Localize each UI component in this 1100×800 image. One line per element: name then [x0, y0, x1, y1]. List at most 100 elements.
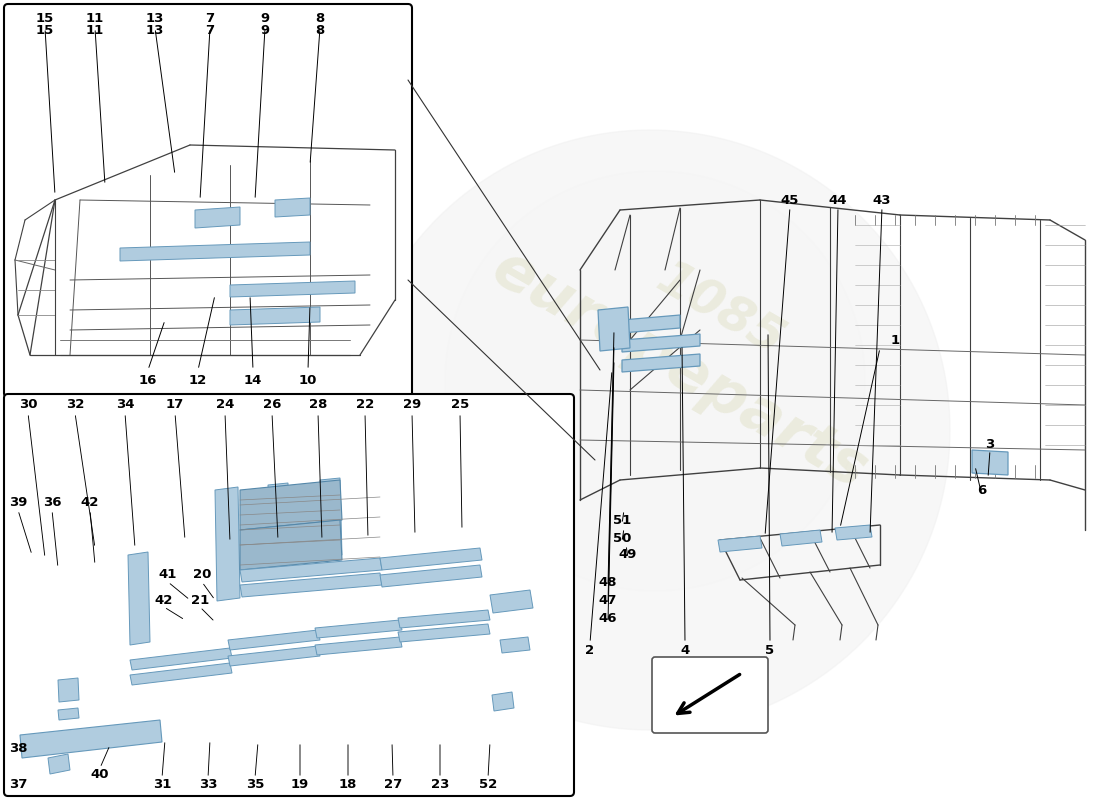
- Text: 15: 15: [36, 11, 54, 25]
- Text: 6: 6: [978, 483, 987, 497]
- Text: 52: 52: [478, 778, 497, 791]
- Text: 4: 4: [681, 643, 690, 657]
- Text: 16: 16: [139, 374, 157, 386]
- Polygon shape: [500, 637, 530, 653]
- Text: 9: 9: [261, 11, 270, 25]
- Polygon shape: [315, 620, 402, 638]
- Text: 41: 41: [158, 569, 177, 582]
- Text: 8: 8: [316, 23, 324, 37]
- Polygon shape: [20, 720, 162, 758]
- Text: 25: 25: [451, 398, 469, 411]
- Text: 47: 47: [598, 594, 617, 606]
- Text: 36: 36: [43, 497, 62, 510]
- FancyBboxPatch shape: [4, 4, 412, 397]
- Text: 7: 7: [206, 23, 214, 37]
- FancyBboxPatch shape: [4, 394, 574, 796]
- Text: 33: 33: [199, 778, 218, 791]
- Polygon shape: [492, 692, 514, 711]
- Text: 15: 15: [36, 23, 54, 37]
- Polygon shape: [379, 565, 482, 587]
- Text: 48: 48: [598, 575, 617, 589]
- Text: 18: 18: [339, 778, 358, 791]
- Text: 13: 13: [146, 23, 164, 37]
- Polygon shape: [58, 678, 79, 702]
- Text: 3: 3: [986, 438, 994, 451]
- Text: 49: 49: [619, 549, 637, 562]
- Text: 46: 46: [598, 611, 617, 625]
- Text: 14: 14: [244, 374, 262, 386]
- Text: 23: 23: [431, 778, 449, 791]
- Text: 50: 50: [613, 531, 631, 545]
- Polygon shape: [120, 242, 310, 261]
- Text: 45: 45: [781, 194, 800, 206]
- Polygon shape: [446, 171, 865, 591]
- Text: 11: 11: [86, 11, 104, 25]
- Polygon shape: [195, 207, 240, 228]
- Text: 13: 13: [146, 11, 164, 25]
- Text: 26: 26: [263, 398, 282, 411]
- Text: 22: 22: [356, 398, 374, 411]
- Text: 9: 9: [261, 23, 270, 37]
- Polygon shape: [835, 525, 872, 540]
- Text: 40: 40: [90, 769, 109, 782]
- Polygon shape: [240, 520, 342, 570]
- Text: 34: 34: [116, 398, 134, 411]
- Text: 17: 17: [166, 398, 184, 411]
- Text: 27: 27: [384, 778, 403, 791]
- Polygon shape: [214, 487, 240, 601]
- Polygon shape: [268, 483, 290, 577]
- Text: 1085: 1085: [648, 254, 792, 366]
- Text: 10: 10: [299, 374, 317, 386]
- Text: 12: 12: [189, 374, 207, 386]
- Text: 20: 20: [192, 569, 211, 582]
- FancyBboxPatch shape: [652, 657, 768, 733]
- Polygon shape: [398, 610, 490, 628]
- Polygon shape: [275, 198, 310, 217]
- Polygon shape: [128, 552, 150, 645]
- Polygon shape: [130, 663, 232, 685]
- Text: 30: 30: [19, 398, 37, 411]
- Text: 37: 37: [9, 778, 28, 791]
- Text: 5: 5: [766, 643, 774, 657]
- Polygon shape: [230, 281, 355, 297]
- Polygon shape: [240, 480, 342, 530]
- Polygon shape: [972, 450, 1008, 475]
- Polygon shape: [379, 548, 482, 570]
- Polygon shape: [240, 573, 382, 597]
- Text: 21: 21: [191, 594, 209, 606]
- Polygon shape: [230, 307, 320, 325]
- Polygon shape: [228, 646, 320, 666]
- Polygon shape: [130, 648, 232, 670]
- Text: 35: 35: [245, 778, 264, 791]
- Polygon shape: [398, 624, 490, 642]
- Polygon shape: [228, 630, 320, 650]
- Text: 7: 7: [206, 11, 214, 25]
- Text: 29: 29: [403, 398, 421, 411]
- Text: 1: 1: [890, 334, 900, 346]
- Text: 2: 2: [585, 643, 595, 657]
- Text: 42: 42: [155, 594, 173, 606]
- Text: 8: 8: [316, 11, 324, 25]
- Text: 44: 44: [828, 194, 847, 206]
- Text: 11: 11: [86, 23, 104, 37]
- Text: 31: 31: [153, 778, 172, 791]
- Text: europeparts: europeparts: [482, 238, 878, 502]
- Text: 51: 51: [613, 514, 631, 526]
- Text: 28: 28: [309, 398, 327, 411]
- Text: 42: 42: [80, 497, 99, 510]
- Polygon shape: [598, 307, 630, 351]
- Polygon shape: [315, 637, 402, 655]
- Polygon shape: [240, 558, 382, 582]
- Polygon shape: [621, 354, 700, 372]
- Polygon shape: [780, 530, 822, 546]
- Text: 39: 39: [9, 497, 28, 510]
- Polygon shape: [621, 315, 680, 333]
- Text: 32: 32: [66, 398, 85, 411]
- Polygon shape: [48, 754, 70, 774]
- Text: 38: 38: [9, 742, 28, 754]
- Polygon shape: [621, 334, 700, 352]
- Text: 43: 43: [872, 194, 891, 206]
- Text: 19: 19: [290, 778, 309, 791]
- Polygon shape: [320, 478, 342, 557]
- Polygon shape: [350, 130, 950, 730]
